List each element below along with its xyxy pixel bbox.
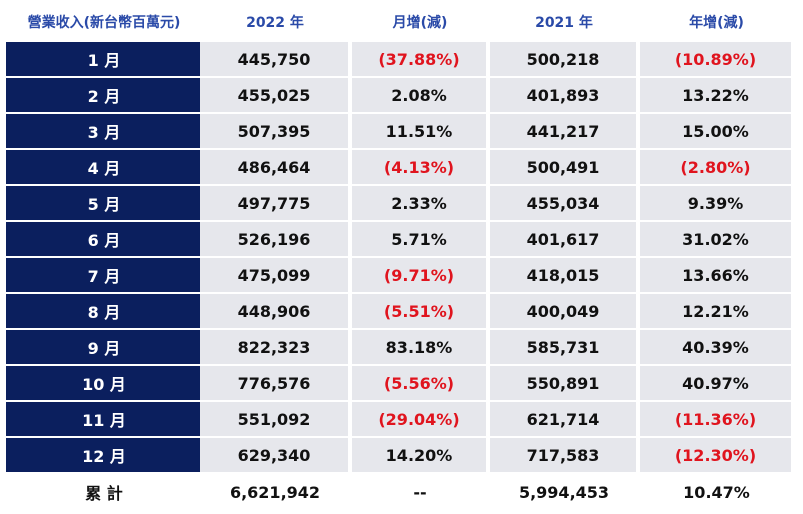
value-cell: 401,893 (490, 78, 636, 112)
month-cell: 2 月 (6, 78, 202, 112)
value-cell: (4.13%) (352, 150, 486, 184)
month-cell: 4 月 (6, 150, 202, 184)
value-cell: 5.71% (352, 222, 486, 256)
value-cell: 2.08% (352, 78, 486, 112)
value-cell: 455,034 (490, 186, 636, 220)
value-cell: 445,750 (200, 42, 348, 76)
value-cell: (37.88%) (352, 42, 486, 76)
value-cell: 15.00% (640, 114, 791, 148)
value-cell: 40.39% (640, 330, 791, 364)
month-cell: 7 月 (6, 258, 202, 292)
header-cell: 2021 年 (535, 15, 593, 31)
month-cell: 12 月 (6, 438, 202, 472)
value-cell: 551,092 (200, 402, 348, 436)
value-cell: 550,891 (490, 366, 636, 400)
total-cell: -- (352, 474, 488, 510)
value-cell: 400,049 (490, 294, 636, 328)
month-cell: 9 月 (6, 330, 202, 364)
total-cell: 累 計 (6, 474, 202, 510)
value-cell: 14.20% (352, 438, 486, 472)
header-cell: 2022 年 (246, 15, 304, 31)
value-cell: 585,731 (490, 330, 636, 364)
month-cell: 3 月 (6, 114, 202, 148)
value-cell: 455,025 (200, 78, 348, 112)
value-cell: 418,015 (490, 258, 636, 292)
value-cell: (11.36%) (640, 402, 791, 436)
value-cell: 83.18% (352, 330, 486, 364)
value-cell: 9.39% (640, 186, 791, 220)
value-cell: 500,218 (490, 42, 636, 76)
value-cell: 12.21% (640, 294, 791, 328)
value-cell: 11.51% (352, 114, 486, 148)
value-cell: 486,464 (200, 150, 348, 184)
value-cell: (10.89%) (640, 42, 791, 76)
value-cell: 401,617 (490, 222, 636, 256)
value-cell: 526,196 (200, 222, 348, 256)
value-cell: (5.51%) (352, 294, 486, 328)
value-cell: (9.71%) (352, 258, 486, 292)
header-cell: 月增(減) (392, 15, 448, 31)
value-cell: 717,583 (490, 438, 636, 472)
total-cell: 6,621,942 (200, 474, 350, 510)
month-cell: 10 月 (6, 366, 202, 400)
value-cell: (12.30%) (640, 438, 791, 472)
value-cell: 822,323 (200, 330, 348, 364)
value-cell: 776,576 (200, 366, 348, 400)
total-cell: 10.47% (640, 474, 793, 510)
month-cell: 11 月 (6, 402, 202, 436)
value-cell: 2.33% (352, 186, 486, 220)
month-cell: 1 月 (6, 42, 202, 76)
month-cell: 6 月 (6, 222, 202, 256)
header-cell: 營業收入(新台幣百萬元) (27, 15, 181, 31)
value-cell: 40.97% (640, 366, 791, 400)
value-cell: 31.02% (640, 222, 791, 256)
header-cell: 年增(減) (689, 15, 744, 31)
value-cell: 475,099 (200, 258, 348, 292)
value-cell: (2.80%) (640, 150, 791, 184)
month-cell: 5 月 (6, 186, 202, 220)
value-cell: 13.22% (640, 78, 791, 112)
value-cell: 448,906 (200, 294, 348, 328)
value-cell: 507,395 (200, 114, 348, 148)
value-cell: 497,775 (200, 186, 348, 220)
value-cell: (5.56%) (352, 366, 486, 400)
value-cell: 13.66% (640, 258, 791, 292)
month-cell: 8 月 (6, 294, 202, 328)
value-cell: 629,340 (200, 438, 348, 472)
value-cell: (29.04%) (352, 402, 486, 436)
total-cell: 5,994,453 (490, 474, 638, 510)
value-cell: 441,217 (490, 114, 636, 148)
value-cell: 621,714 (490, 402, 636, 436)
value-cell: 500,491 (490, 150, 636, 184)
